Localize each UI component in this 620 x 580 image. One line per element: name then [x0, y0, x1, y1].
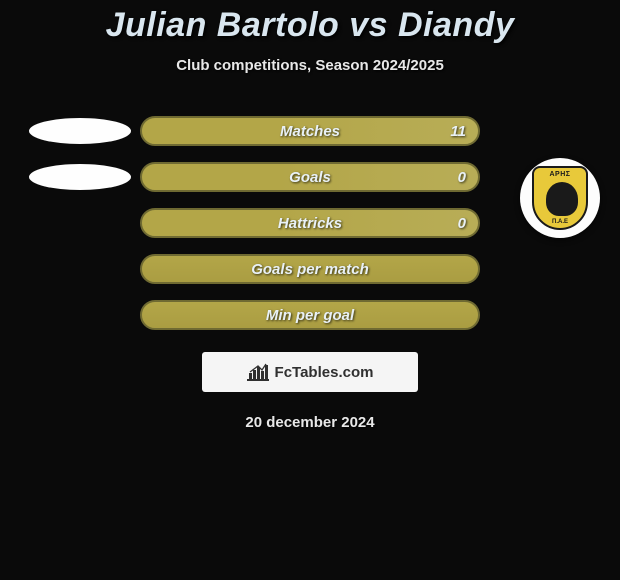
club-name-bottom: Π.Α.Ε [534, 219, 586, 225]
stat-bar-matches: Matches 11 [140, 116, 480, 146]
comparison-card: Julian Bartolo vs Diandy Club competitio… [0, 0, 620, 431]
left-badge-col [20, 254, 140, 284]
club-badge-wrap: ΑΡΗΣ Π.Α.Ε [520, 158, 600, 238]
stat-value: 11 [450, 123, 466, 140]
stat-row: Min per goal [0, 300, 620, 330]
stat-value: 0 [458, 169, 466, 186]
bar-wrap: Min per goal [140, 300, 480, 330]
stat-row: Matches 11 [0, 116, 620, 146]
stats-rows: Matches 11 Goals 0 Hattricks [0, 116, 620, 330]
club-figure-icon [546, 182, 578, 216]
player-badge-ellipse [29, 164, 131, 190]
page-title: Julian Bartolo vs Diandy [0, 6, 620, 45]
left-badge-col [20, 208, 140, 238]
player-badge-ellipse [29, 118, 131, 144]
bar-wrap: Goals per match [140, 254, 480, 284]
left-badge-col [20, 116, 140, 146]
bar-chart-icon [247, 363, 269, 381]
right-badge-col [480, 300, 600, 330]
club-name-top: ΑΡΗΣ [534, 171, 586, 178]
stat-label: Matches [280, 123, 340, 140]
stat-bar-goals: Goals 0 [140, 162, 480, 192]
stat-label: Goals per match [251, 261, 369, 278]
stat-bar-hattricks: Hattricks 0 [140, 208, 480, 238]
bar-wrap: Hattricks 0 [140, 208, 480, 238]
footer-brand-box[interactable]: FcTables.com [202, 352, 418, 392]
left-badge-col [20, 162, 140, 192]
right-badge-col [480, 116, 600, 146]
bar-wrap: Goals 0 [140, 162, 480, 192]
club-badge: ΑΡΗΣ Π.Α.Ε [520, 158, 600, 238]
left-badge-col [20, 300, 140, 330]
bar-wrap: Matches 11 [140, 116, 480, 146]
stat-label: Hattricks [278, 215, 342, 232]
right-badge-col [480, 254, 600, 284]
stat-bar-mpg: Min per goal [140, 300, 480, 330]
stat-row: Goals per match [0, 254, 620, 284]
stat-value: 0 [458, 215, 466, 232]
club-shield-icon: ΑΡΗΣ Π.Α.Ε [532, 166, 588, 230]
stat-label: Goals [289, 169, 331, 186]
stat-bar-gpm: Goals per match [140, 254, 480, 284]
subtitle: Club competitions, Season 2024/2025 [0, 57, 620, 74]
date-line: 20 december 2024 [0, 414, 620, 431]
footer-brand-text: FcTables.com [275, 364, 374, 381]
stat-label: Min per goal [266, 307, 354, 324]
